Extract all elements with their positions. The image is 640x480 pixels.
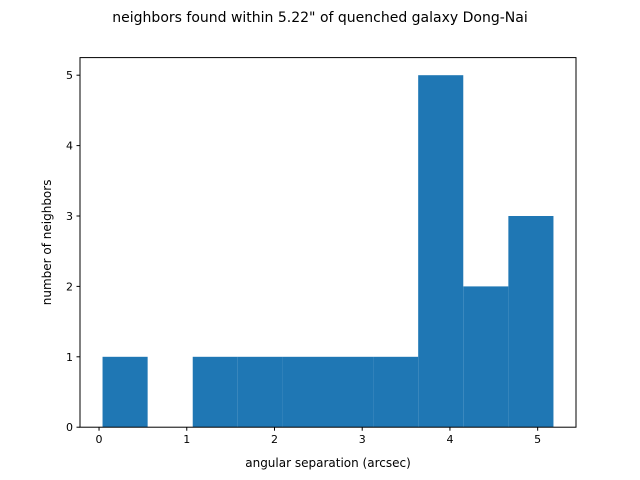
y-tick-label: 5	[66, 69, 73, 82]
x-axis-label: angular separation (arcsec)	[245, 456, 411, 470]
histogram-bar	[328, 356, 374, 428]
y-axis-ticks: 0 1 2 3 4 5	[66, 69, 80, 434]
y-tick-label: 3	[66, 210, 73, 223]
x-tick-label: 5	[534, 433, 541, 446]
histogram-bar	[508, 216, 554, 428]
y-tick-label: 0	[66, 421, 73, 434]
x-tick-label: 2	[271, 433, 278, 446]
histogram-bar	[192, 356, 238, 428]
y-tick-label: 2	[66, 280, 73, 293]
x-axis-ticks: 0 1 2 3 4 5	[96, 427, 541, 446]
y-axis-label: number of neighbors	[40, 180, 54, 306]
x-tick-label: 1	[183, 433, 190, 446]
y-tick-label: 4	[66, 140, 73, 153]
histogram-bar	[373, 356, 419, 428]
bars-group	[102, 75, 554, 428]
x-tick-label: 0	[96, 433, 103, 446]
histogram-bar	[418, 75, 464, 428]
y-tick-label: 1	[66, 351, 73, 364]
histogram-bar	[237, 356, 283, 428]
histogram-bar	[102, 356, 148, 428]
histogram-bar	[463, 286, 509, 428]
x-tick-label: 4	[446, 433, 453, 446]
x-tick-label: 3	[359, 433, 366, 446]
chart-title: neighbors found within 5.22" of quenched…	[112, 10, 527, 26]
plot-frame	[79, 57, 577, 428]
histogram-bar	[282, 356, 328, 428]
